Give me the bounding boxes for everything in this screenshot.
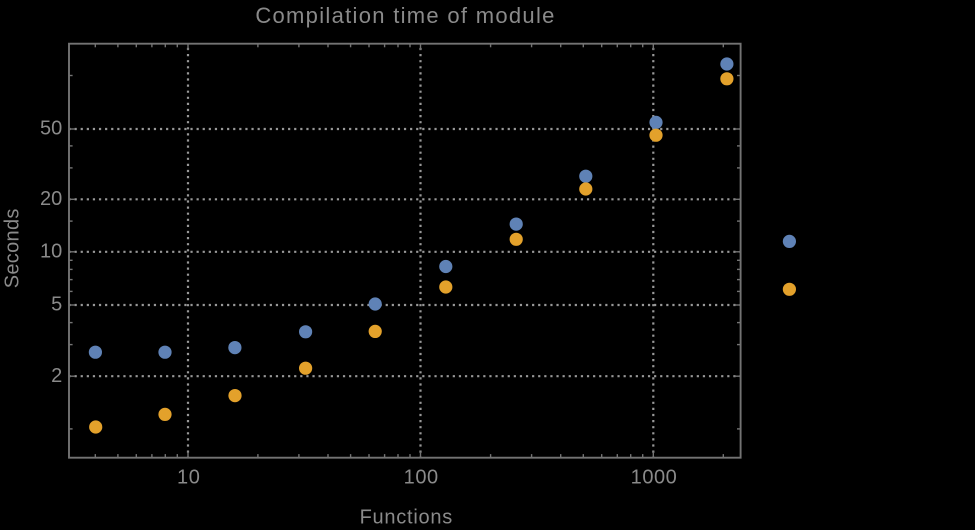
svg-text:20: 20 <box>40 188 62 210</box>
svg-text:Seconds: Seconds <box>2 208 24 288</box>
svg-text:2: 2 <box>51 365 62 387</box>
svg-text:1000: 1000 <box>631 466 678 488</box>
svg-text:10: 10 <box>40 241 62 263</box>
svg-text:5: 5 <box>51 294 62 316</box>
svg-text:Functions: Functions <box>360 506 453 525</box>
svg-text:10: 10 <box>177 466 200 488</box>
svg-text:50: 50 <box>40 118 62 140</box>
svg-text:100: 100 <box>404 466 439 488</box>
svg-text:Compilation time of module: Compilation time of module <box>255 3 555 28</box>
